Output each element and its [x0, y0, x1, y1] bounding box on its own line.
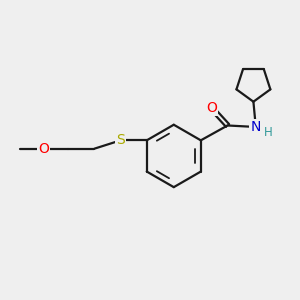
Text: H: H	[264, 126, 273, 139]
Text: S: S	[116, 133, 125, 147]
Text: O: O	[206, 100, 217, 115]
Text: O: O	[38, 142, 49, 156]
Text: N: N	[250, 120, 261, 134]
